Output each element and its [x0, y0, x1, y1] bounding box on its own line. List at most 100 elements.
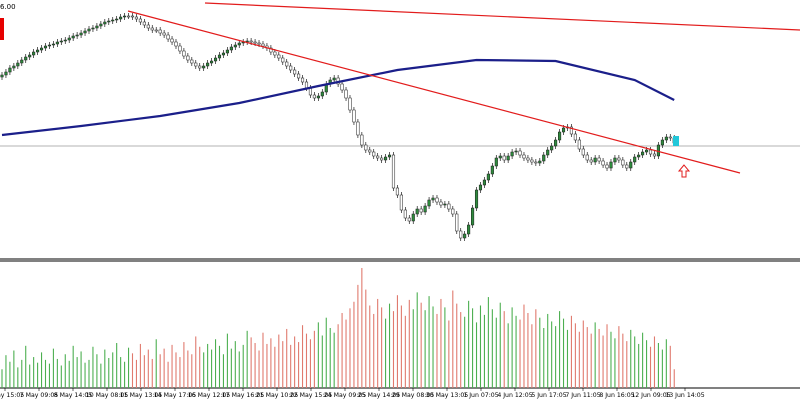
candle-body — [605, 164, 609, 169]
candle-body — [617, 157, 621, 161]
up-arrow-icon — [677, 164, 691, 178]
candle-body — [83, 30, 87, 34]
candle-body — [431, 197, 435, 201]
candle-body — [558, 131, 562, 141]
candle-body — [546, 149, 550, 156]
candle-body — [447, 203, 451, 210]
candle-body — [273, 51, 277, 56]
x-tick-label: 22 May 15:05 — [290, 392, 332, 399]
candle-body — [221, 52, 225, 56]
candle-body — [269, 47, 273, 53]
candle-body — [455, 213, 459, 232]
candle-body — [237, 42, 241, 46]
x-tick-label: 3 May 15:05 — [0, 392, 24, 399]
candle-body — [360, 134, 364, 146]
candle-body — [593, 157, 597, 163]
candle-body — [51, 43, 55, 46]
candle-body — [8, 67, 12, 73]
candle-body — [668, 136, 672, 139]
candle-body — [633, 156, 637, 163]
candle-body — [150, 27, 154, 31]
candle-body — [391, 154, 396, 189]
x-tick-label: 8 Jun 16:05 — [599, 392, 634, 399]
trendline-lower[interactable] — [127, 10, 741, 174]
candle-body — [332, 77, 336, 81]
candle-body — [490, 165, 494, 175]
candle-body — [451, 208, 455, 215]
price-label-top: 6.00 — [0, 3, 16, 11]
candle-body — [554, 139, 558, 147]
candle-body — [158, 29, 162, 34]
candle-body — [652, 153, 657, 157]
x-tick-label: 29 May 08:05 — [392, 392, 434, 399]
x-tick-label: 7 May 09:05 — [20, 392, 59, 399]
candle-body — [134, 16, 138, 20]
candle-body — [95, 25, 99, 29]
candle-body — [368, 149, 372, 153]
x-tick-label: 30 May 13:05 — [426, 392, 468, 399]
candle-body — [39, 47, 44, 51]
candle-body — [387, 154, 392, 158]
candle-body — [99, 23, 103, 27]
candle-body — [16, 62, 20, 67]
candle-body — [435, 197, 439, 203]
candle-body — [613, 157, 617, 163]
candle-body — [202, 65, 206, 69]
candle-body — [411, 213, 415, 222]
candle-body — [629, 161, 633, 169]
candle-body — [138, 18, 142, 23]
x-tick-label: 17 May 16:05 — [222, 392, 264, 399]
candle-body — [71, 35, 75, 39]
candle-body — [154, 29, 158, 32]
candle-body — [293, 69, 297, 75]
candle-body — [285, 61, 289, 67]
candle-body — [463, 233, 467, 239]
candle-body — [312, 94, 316, 99]
x-tick-label: 1 Jun 07:05 — [463, 392, 498, 399]
candle-body — [637, 154, 641, 158]
candle-body — [645, 149, 649, 153]
candle-body — [186, 55, 190, 61]
candle-body — [63, 39, 67, 42]
candle-body — [384, 156, 388, 161]
x-tick-label: 14 May 17:05 — [154, 392, 196, 399]
candle-body — [178, 45, 182, 52]
candle-body — [589, 159, 593, 163]
candle-body — [625, 164, 629, 169]
candle-body — [356, 121, 360, 136]
candle-body — [67, 37, 71, 41]
candle-body — [170, 38, 174, 43]
candle-body — [581, 148, 585, 156]
x-tick-label: 24 May 09:05 — [324, 392, 366, 399]
candle-body — [459, 230, 463, 239]
candle-body — [609, 161, 613, 169]
candle-body — [597, 157, 601, 162]
candle-body — [75, 34, 79, 37]
candle-body — [198, 65, 202, 69]
candle-body — [123, 15, 127, 18]
candle-body — [233, 44, 237, 48]
candle-body — [522, 154, 526, 159]
candle-body — [550, 145, 554, 151]
x-tick-label: 8 May 14:05 — [54, 392, 93, 399]
candle-body — [20, 59, 24, 64]
candle-body — [249, 40, 253, 43]
candle-body — [87, 28, 91, 32]
candle-body — [229, 46, 233, 51]
candle-body — [403, 209, 407, 219]
candle-body — [569, 126, 573, 135]
candle-body — [471, 207, 475, 226]
candle-body — [648, 149, 653, 155]
candle-body — [348, 97, 352, 111]
candle-body — [621, 159, 625, 166]
current-price-marker — [673, 136, 679, 146]
candle-body — [281, 57, 285, 63]
trendline-upper[interactable] — [204, 2, 800, 31]
candle-body — [518, 150, 522, 156]
candle-body — [585, 154, 589, 161]
candle-body — [107, 20, 111, 23]
candle-body — [423, 205, 427, 213]
candle-body — [91, 27, 95, 30]
candle-body — [32, 51, 36, 56]
